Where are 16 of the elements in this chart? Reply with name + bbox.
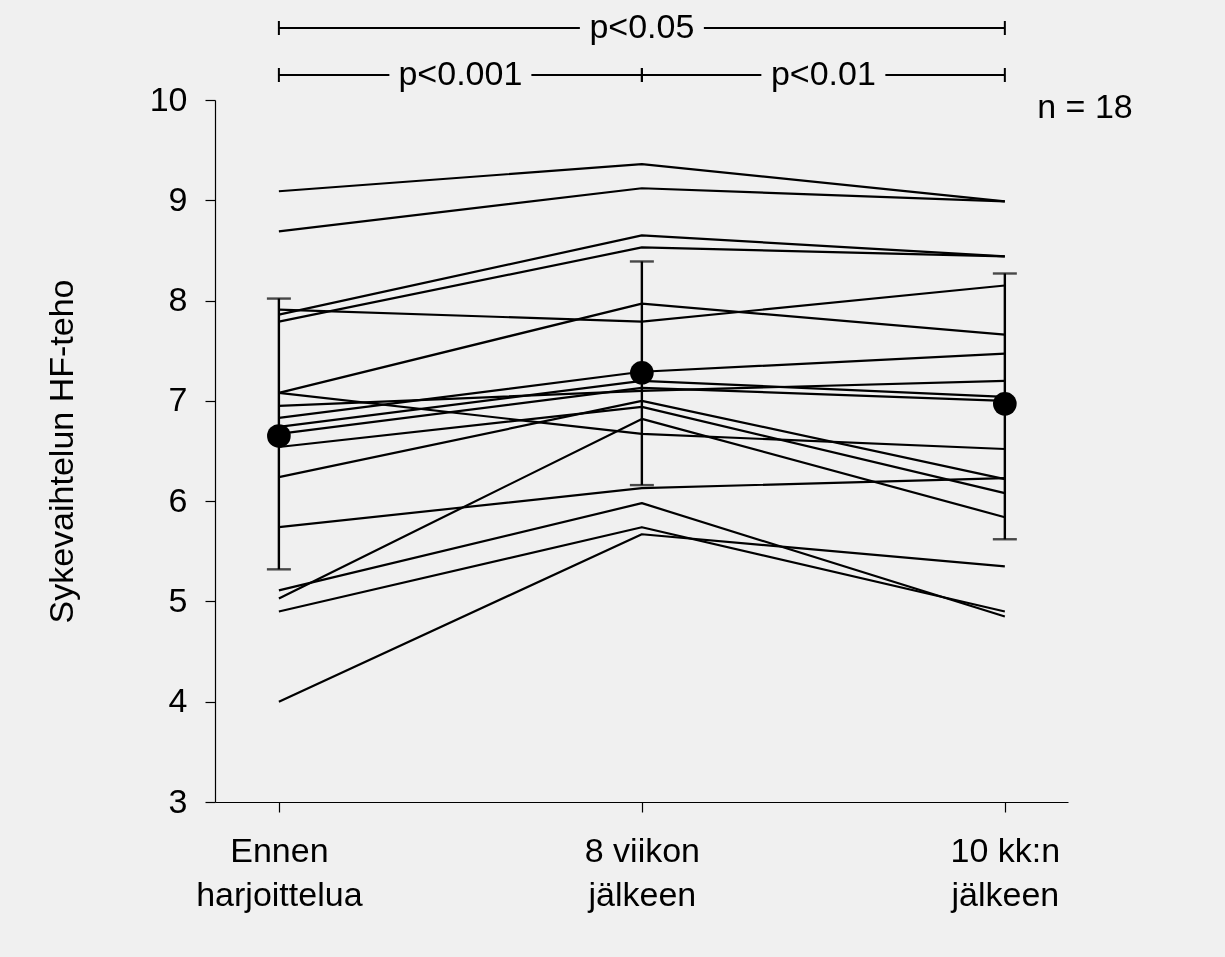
x-tick-label: Ennen harjoittelua xyxy=(196,830,363,913)
y-tick-label: 7 xyxy=(168,380,188,419)
annotation: n = 18 xyxy=(1037,87,1133,125)
y-tick-label: 5 xyxy=(168,580,188,619)
y-tick-label: 4 xyxy=(168,681,188,720)
y-tick-label: 10 xyxy=(149,79,188,118)
y-tick-label: 6 xyxy=(168,480,188,519)
x-tick-label: 8 viikon jälkeen xyxy=(584,830,700,913)
y-tick-label: 3 xyxy=(168,781,188,820)
text: p<0.001 xyxy=(398,54,523,92)
y-tick-label: 8 xyxy=(168,280,188,319)
y-tick-label: 9 xyxy=(168,179,188,218)
text: p<0.05 xyxy=(589,7,695,45)
x-tick-label: 10 kk:n jälkeen xyxy=(950,830,1061,913)
text: p<0.01 xyxy=(770,54,876,92)
y-axis-title: Sykevaihtelun HF-teho xyxy=(41,279,80,624)
